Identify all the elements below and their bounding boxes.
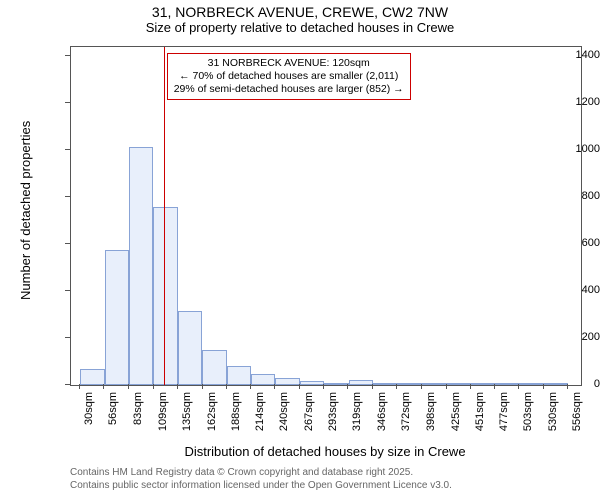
x-tick-mark [299, 384, 300, 389]
x-tick-label: 319sqm [351, 392, 363, 431]
histogram-bar [349, 380, 373, 385]
x-tick-label: 162sqm [206, 392, 218, 431]
histogram-bar [227, 366, 251, 385]
x-tick-mark [567, 384, 568, 389]
y-axis-label: Number of detached properties [18, 121, 33, 300]
y-tick-label: 600 [538, 237, 600, 249]
x-tick-label: 451sqm [474, 392, 486, 431]
x-tick-mark [128, 384, 129, 389]
x-tick-label: 240sqm [278, 392, 290, 431]
x-tick-label: 267sqm [303, 392, 315, 431]
x-tick-mark [518, 384, 519, 389]
y-tick-label: 1000 [538, 143, 600, 155]
x-tick-label: 503sqm [522, 392, 534, 431]
x-tick-mark [79, 384, 80, 389]
x-tick-label: 398sqm [425, 392, 437, 431]
histogram-bar [202, 350, 226, 385]
y-tick-label: 200 [538, 331, 600, 343]
histogram-bar [373, 383, 397, 385]
x-tick-mark [250, 384, 251, 389]
histogram-bar [446, 383, 470, 385]
histogram-bar [251, 374, 275, 385]
x-tick-label: 530sqm [547, 392, 559, 431]
x-tick-label: 477sqm [498, 392, 510, 431]
y-tick-mark [65, 290, 70, 291]
x-tick-label: 372sqm [400, 392, 412, 431]
x-tick-label: 293sqm [327, 392, 339, 431]
title-line2: Size of property relative to detached ho… [0, 20, 600, 35]
histogram-bar [129, 147, 153, 385]
x-axis-label: Distribution of detached houses by size … [70, 444, 580, 459]
x-tick-label: 425sqm [450, 392, 462, 431]
x-tick-mark [202, 384, 203, 389]
y-tick-mark [65, 149, 70, 150]
y-tick-label: 400 [538, 284, 600, 296]
x-tick-mark [421, 384, 422, 389]
x-tick-label: 83sqm [132, 392, 144, 425]
x-tick-mark [323, 384, 324, 389]
y-tick-mark [65, 384, 70, 385]
info-box-line2: ← 70% of detached houses are smaller (2,… [174, 70, 404, 83]
x-tick-mark [446, 384, 447, 389]
y-tick-label: 800 [538, 190, 600, 202]
x-tick-mark [543, 384, 544, 389]
y-tick-mark [65, 55, 70, 56]
attribution-block: Contains HM Land Registry data © Crown c… [70, 466, 452, 492]
histogram-bar [80, 369, 104, 385]
x-tick-label: 56sqm [107, 392, 119, 425]
x-tick-mark [103, 384, 104, 389]
x-tick-mark [274, 384, 275, 389]
x-tick-label: 109sqm [157, 392, 169, 431]
histogram-bar [470, 383, 494, 385]
info-box-line1: 31 NORBRECK AVENUE: 120sqm [174, 57, 404, 70]
histogram-bar [275, 378, 299, 385]
title-block: 31, NORBRECK AVENUE, CREWE, CW2 7NW Size… [0, 4, 600, 35]
x-tick-mark [226, 384, 227, 389]
title-line1: 31, NORBRECK AVENUE, CREWE, CW2 7NW [0, 4, 600, 20]
x-tick-mark [177, 384, 178, 389]
histogram-bar [324, 383, 348, 385]
x-tick-label: 188sqm [230, 392, 242, 431]
histogram-bar [495, 383, 519, 385]
x-tick-label: 556sqm [571, 392, 583, 431]
x-tick-mark [153, 384, 154, 389]
x-tick-mark [470, 384, 471, 389]
x-tick-mark [372, 384, 373, 389]
y-tick-mark [65, 337, 70, 338]
x-tick-label: 30sqm [83, 392, 95, 425]
info-box-line3: 29% of semi-detached houses are larger (… [174, 83, 404, 96]
histogram-bar [397, 383, 421, 385]
x-tick-mark [347, 384, 348, 389]
x-tick-mark [396, 384, 397, 389]
attribution-line1: Contains HM Land Registry data © Crown c… [70, 466, 452, 479]
plot-area: 31 NORBRECK AVENUE: 120sqm← 70% of detac… [70, 46, 582, 386]
y-tick-label: 0 [538, 378, 600, 390]
x-tick-label: 346sqm [376, 392, 388, 431]
attribution-line2: Contains public sector information licen… [70, 479, 452, 492]
y-tick-label: 1200 [538, 96, 600, 108]
y-tick-mark [65, 243, 70, 244]
chart-container: 31, NORBRECK AVENUE, CREWE, CW2 7NW Size… [0, 0, 600, 500]
x-tick-label: 135sqm [181, 392, 193, 431]
y-tick-mark [65, 196, 70, 197]
histogram-bar [153, 207, 177, 385]
y-tick-mark [65, 102, 70, 103]
x-tick-mark [494, 384, 495, 389]
histogram-bar [178, 311, 202, 385]
histogram-bar [300, 381, 324, 385]
histogram-bar [422, 383, 446, 385]
x-tick-label: 214sqm [254, 392, 266, 431]
info-box: 31 NORBRECK AVENUE: 120sqm← 70% of detac… [167, 53, 411, 100]
histogram-bar [105, 250, 129, 385]
reference-line [164, 47, 165, 385]
y-tick-label: 1400 [538, 49, 600, 61]
